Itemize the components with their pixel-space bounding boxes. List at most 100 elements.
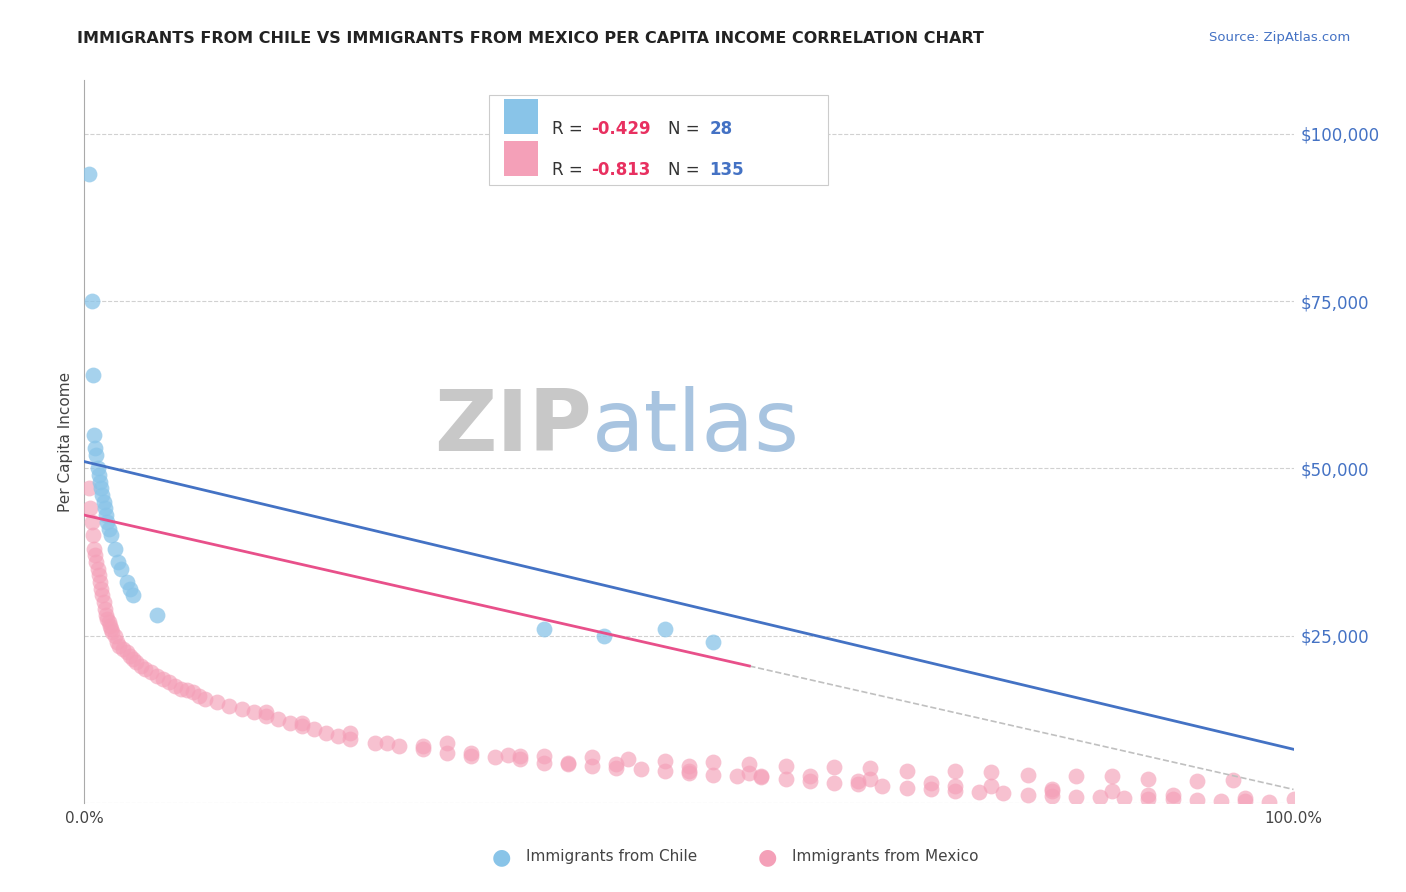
Point (1137, 792, 1160, 806)
Point (1161, 788, 1184, 802)
Point (146, 608, 169, 623)
Point (254, 708, 277, 723)
Point (98, 618, 121, 632)
Point (654, 755, 676, 769)
Point (702, 767, 724, 781)
Point (412, 739, 434, 753)
Point (702, 755, 724, 769)
Text: ZIP: ZIP (434, 385, 592, 468)
Point (738, 765, 761, 780)
Point (738, 756, 761, 771)
Point (1040, 784, 1063, 798)
Point (90, 482, 112, 496)
Point (207, 696, 229, 710)
Text: N =: N = (668, 120, 706, 138)
Text: Source: ZipAtlas.com: Source: ZipAtlas.com (1209, 31, 1350, 45)
Point (93, 494, 115, 508)
Point (80, 293, 103, 308)
Point (823, 776, 845, 790)
Point (83, 427, 105, 442)
Point (100, 622, 122, 636)
Point (980, 779, 1002, 793)
Point (82, 528, 104, 542)
Point (94, 602, 117, 616)
Point (194, 692, 217, 706)
Point (846, 774, 869, 789)
Point (1114, 791, 1136, 805)
Point (943, 779, 966, 793)
Point (412, 742, 434, 756)
Point (93, 595, 115, 609)
FancyBboxPatch shape (489, 95, 828, 185)
Point (87, 568, 110, 582)
Point (100, 528, 122, 542)
Text: N =: N = (668, 161, 706, 179)
Point (104, 541, 127, 556)
Point (533, 622, 555, 636)
Point (859, 772, 882, 787)
Point (436, 746, 458, 760)
Point (231, 702, 253, 716)
Point (1185, 773, 1208, 788)
Point (617, 752, 640, 766)
Point (146, 669, 169, 683)
Point (460, 746, 482, 760)
Point (339, 732, 361, 747)
Point (1017, 788, 1039, 802)
Point (105, 635, 128, 649)
Point (460, 749, 482, 764)
Point (436, 735, 458, 749)
Text: atlas: atlas (592, 385, 800, 468)
Text: 135: 135 (710, 161, 744, 179)
Point (872, 779, 894, 793)
Point (97, 615, 120, 630)
Point (90, 582, 112, 596)
Point (83, 541, 105, 556)
Text: Immigrants from Mexico: Immigrants from Mexico (792, 849, 979, 864)
Point (176, 683, 198, 698)
Point (188, 689, 211, 703)
Point (89, 575, 111, 590)
Bar (503, 141, 538, 176)
Point (605, 756, 627, 771)
Point (678, 765, 700, 780)
Point (157, 675, 180, 690)
Point (630, 762, 652, 776)
Point (1064, 769, 1087, 783)
Point (104, 628, 127, 642)
Point (678, 764, 700, 778)
Point (509, 749, 531, 764)
Point (94, 608, 117, 623)
Point (134, 662, 156, 676)
Text: -0.429: -0.429 (591, 120, 651, 138)
Point (107, 555, 129, 569)
Y-axis label: Per Capita Income: Per Capita Income (58, 371, 73, 512)
Point (80, 515, 103, 529)
Point (86, 555, 108, 569)
Point (91, 488, 114, 502)
Point (993, 787, 1015, 801)
Point (77, 167, 100, 181)
Point (1017, 767, 1039, 781)
Point (1064, 789, 1087, 804)
Point (84, 441, 107, 455)
Point (1234, 795, 1257, 809)
Point (1209, 794, 1232, 808)
Text: -0.813: -0.813 (591, 161, 651, 179)
Point (291, 719, 314, 733)
Point (170, 681, 193, 696)
Point (110, 562, 132, 576)
Point (108, 639, 131, 653)
Point (315, 725, 337, 739)
Point (363, 735, 385, 749)
Point (77, 482, 100, 496)
Point (1101, 784, 1123, 798)
Point (654, 622, 676, 636)
Point (139, 665, 162, 680)
Point (86, 461, 108, 475)
Point (980, 765, 1002, 780)
Point (557, 756, 579, 770)
Point (84, 548, 107, 563)
Point (86, 562, 108, 576)
Point (943, 764, 966, 779)
